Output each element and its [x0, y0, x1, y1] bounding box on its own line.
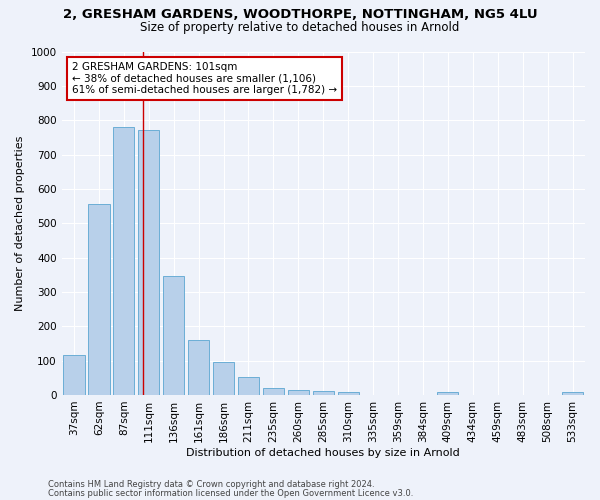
Text: Size of property relative to detached houses in Arnold: Size of property relative to detached ho… — [140, 21, 460, 34]
Bar — [288, 390, 309, 395]
Bar — [163, 276, 184, 395]
Bar — [213, 362, 234, 395]
Text: Contains public sector information licensed under the Open Government Licence v3: Contains public sector information licen… — [48, 488, 413, 498]
Bar — [138, 130, 160, 395]
Bar — [238, 377, 259, 395]
Bar — [338, 392, 359, 395]
Text: 2 GRESHAM GARDENS: 101sqm
← 38% of detached houses are smaller (1,106)
61% of se: 2 GRESHAM GARDENS: 101sqm ← 38% of detac… — [72, 62, 337, 95]
Bar — [313, 391, 334, 395]
Bar — [64, 356, 85, 395]
Text: Contains HM Land Registry data © Crown copyright and database right 2024.: Contains HM Land Registry data © Crown c… — [48, 480, 374, 489]
Bar — [437, 392, 458, 395]
X-axis label: Distribution of detached houses by size in Arnold: Distribution of detached houses by size … — [187, 448, 460, 458]
Bar — [263, 388, 284, 395]
Bar — [88, 204, 110, 395]
Bar — [113, 127, 134, 395]
Y-axis label: Number of detached properties: Number of detached properties — [15, 136, 25, 311]
Bar — [562, 392, 583, 395]
Bar — [188, 340, 209, 395]
Text: 2, GRESHAM GARDENS, WOODTHORPE, NOTTINGHAM, NG5 4LU: 2, GRESHAM GARDENS, WOODTHORPE, NOTTINGH… — [62, 8, 538, 20]
